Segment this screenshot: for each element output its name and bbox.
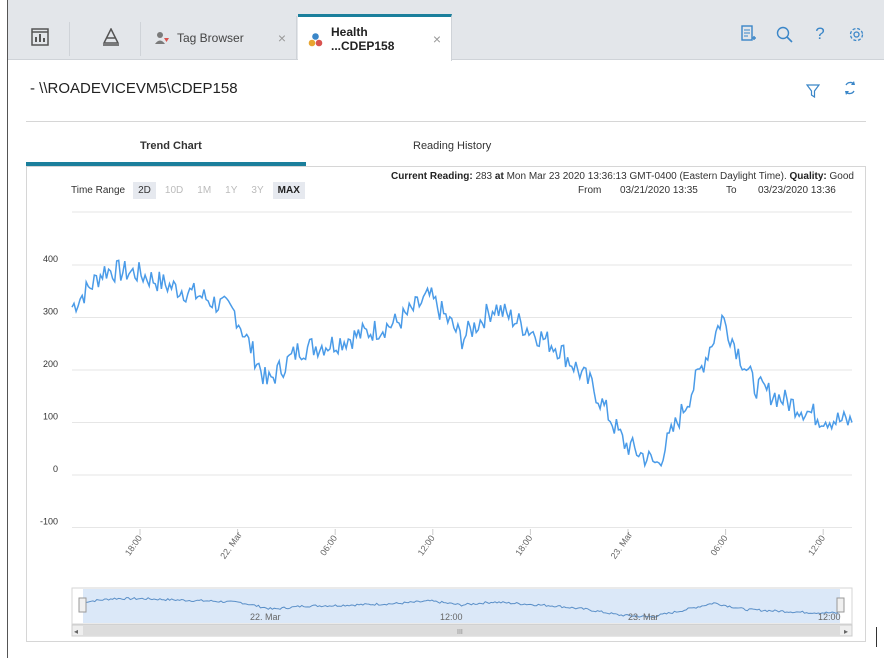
range-max-button[interactable]: MAX bbox=[272, 182, 305, 199]
from-label: From bbox=[578, 185, 602, 196]
subtab-divider bbox=[26, 166, 866, 167]
report-icon[interactable] bbox=[738, 24, 758, 44]
title-divider bbox=[26, 121, 866, 122]
search-icon[interactable] bbox=[774, 24, 794, 44]
dashboard-tab[interactable] bbox=[10, 22, 70, 56]
settings-icon[interactable] bbox=[846, 24, 866, 44]
current-reading-value: 283 bbox=[475, 171, 493, 182]
quality-value: Good bbox=[829, 171, 854, 182]
window-left-edge bbox=[0, 0, 8, 658]
refresh-icon[interactable] bbox=[843, 81, 857, 98]
tab-tag-browser[interactable]: Tag Browser × bbox=[145, 16, 297, 60]
tab-trend-chart[interactable]: Trend Chart bbox=[140, 140, 202, 152]
current-reading-label: Current Reading: bbox=[390, 171, 473, 182]
chart-panel bbox=[26, 167, 866, 642]
tab-health[interactable]: Health ...CDEP158 × bbox=[298, 14, 452, 61]
hierarchy-icon bbox=[102, 26, 120, 51]
health-icon bbox=[308, 32, 323, 47]
quality-label: Quality: bbox=[789, 171, 827, 182]
tab-health-label: Health ...CDEP158 bbox=[331, 25, 395, 53]
window-right-marker bbox=[876, 627, 877, 647]
to-value: 03/23/2020 13:36 bbox=[758, 185, 836, 196]
current-reading-at: at bbox=[494, 171, 504, 182]
close-icon[interactable]: × bbox=[432, 31, 441, 47]
dashboard-icon bbox=[30, 27, 49, 51]
tag-browser-icon bbox=[155, 31, 169, 45]
range-2d-button[interactable]: 2D bbox=[133, 182, 156, 199]
tab-reading-history[interactable]: Reading History bbox=[413, 140, 492, 152]
range-3y-button[interactable]: 3Y bbox=[246, 182, 268, 199]
current-reading: Current Reading: 283 at Mon Mar 23 2020 … bbox=[391, 171, 854, 182]
range-1m-button[interactable]: 1M bbox=[192, 182, 216, 199]
range-1y-button[interactable]: 1Y bbox=[220, 182, 242, 199]
active-tab-indicator bbox=[26, 162, 306, 166]
time-range-label: Time Range bbox=[71, 185, 126, 196]
to-label: To bbox=[726, 185, 737, 196]
from-value: 03/21/2020 13:35 bbox=[620, 185, 698, 196]
toolbar-icons: ? bbox=[738, 24, 866, 44]
asset-hierarchy-tab[interactable] bbox=[81, 22, 141, 56]
range-10d-button[interactable]: 10D bbox=[160, 182, 188, 199]
help-icon[interactable]: ? bbox=[815, 24, 825, 43]
current-reading-timestamp: Mon Mar 23 2020 13:36:13 GMT-0400 (Easte… bbox=[506, 171, 787, 182]
page-title: - \\ROADEVICEVM5\CDEP158 bbox=[30, 80, 238, 97]
tab-tag-browser-label: Tag Browser bbox=[177, 31, 244, 45]
filter-icon[interactable] bbox=[805, 84, 821, 103]
time-range-selector: Time Range 2D 10D 1M 1Y 3Y MAX bbox=[71, 182, 309, 199]
close-icon[interactable]: × bbox=[277, 30, 286, 46]
